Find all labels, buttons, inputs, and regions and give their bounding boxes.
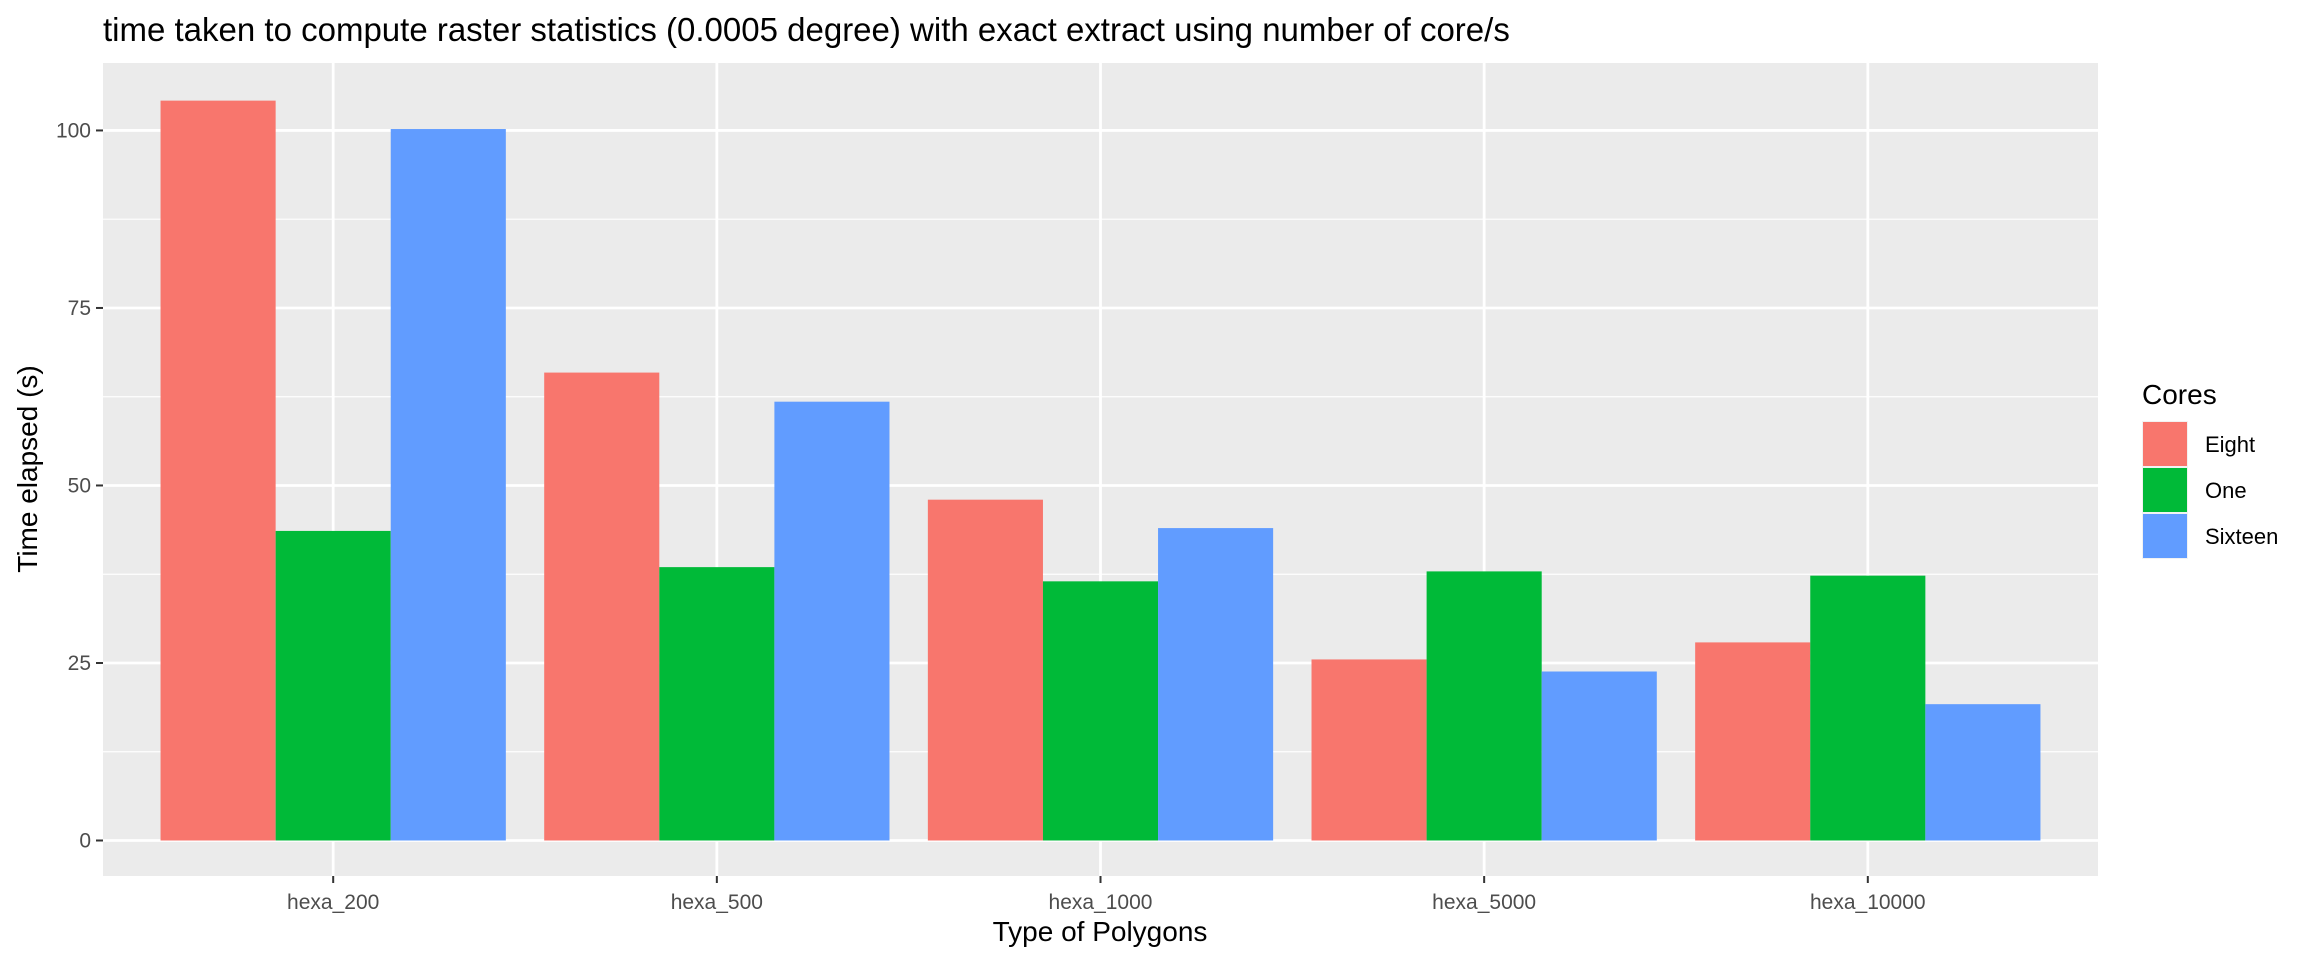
bar-one-hexa_500 (659, 567, 775, 841)
y-tick-label: 50 (68, 474, 91, 497)
x-axis-title: Type of Polygons (993, 916, 1208, 947)
bar-sixteen-hexa_500 (774, 401, 890, 841)
x-tick-label: hexa_500 (671, 891, 763, 914)
legend-label-sixteen: Sixteen (2205, 524, 2278, 549)
legend-swatch-one (2143, 468, 2187, 512)
bar-eight-hexa_10000 (1695, 642, 1811, 841)
bar-eight-hexa_5000 (1311, 659, 1427, 841)
x-tick-label: hexa_5000 (1432, 891, 1536, 914)
y-tick-label: 75 (68, 297, 91, 320)
legend-swatch-eight (2143, 422, 2187, 466)
bar-one-hexa_1000 (1042, 581, 1159, 841)
bars (160, 100, 2041, 841)
bar-sixteen-hexa_10000 (1925, 704, 2041, 841)
bar-one-hexa_5000 (1426, 571, 1542, 841)
x-tick-label: hexa_1000 (1049, 891, 1153, 914)
y-tick-label: 100 (56, 119, 91, 142)
x-axis: hexa_200 hexa_500 hexa_1000 hexa_5000 hexa_1… (287, 876, 1926, 914)
bar-eight-hexa_200 (160, 100, 276, 841)
bar-sixteen-hexa_1000 (1158, 528, 1274, 841)
legend-label-eight: Eight (2205, 432, 2255, 457)
legend: Cores Eight One Sixteen (2142, 379, 2278, 559)
legend-label-one: One (2205, 478, 2247, 503)
y-tick-label: 0 (79, 829, 91, 852)
legend-swatch-sixteen (2143, 514, 2187, 558)
bar-eight-hexa_500 (544, 372, 660, 841)
bar-eight-hexa_1000 (927, 499, 1043, 841)
bar-one-hexa_10000 (1810, 575, 1926, 841)
chart-title: time taken to compute raster statistics … (103, 11, 1510, 48)
y-axis: 0 25 50 75 100 (56, 119, 103, 852)
x-tick-label: hexa_200 (287, 891, 379, 914)
bar-sixteen-hexa_200 (390, 129, 506, 841)
y-tick-label: 25 (68, 652, 91, 675)
bar-sixteen-hexa_5000 (1541, 671, 1657, 841)
legend-title: Cores (2142, 379, 2217, 410)
x-tick-label: hexa_10000 (1810, 891, 1926, 914)
bar-one-hexa_200 (275, 530, 391, 841)
y-axis-title: Time elapsed (s) (12, 365, 43, 572)
